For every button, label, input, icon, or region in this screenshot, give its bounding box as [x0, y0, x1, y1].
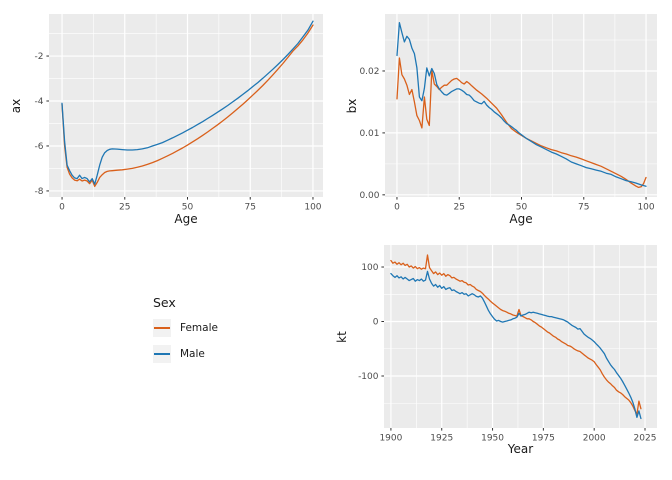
x-tick-label: 50 — [182, 203, 194, 213]
legend-item-label: Female — [180, 322, 218, 334]
legend-items: Female Male — [153, 319, 218, 363]
series-line-male — [396, 22, 647, 187]
series-line-female — [390, 254, 642, 415]
ax-x-axis-title: Age — [174, 212, 198, 226]
legend-item-female: Female — [153, 319, 218, 337]
legend-item-label: Male — [180, 348, 205, 360]
bx-y-axis-title: bx — [345, 98, 359, 114]
x-tick-label: 0 — [59, 203, 65, 213]
chart-panel-bx: 0 25 50 75 100 0.00 0.01 0.02 Age bx — [336, 0, 672, 240]
y-tick-label: 100 — [361, 263, 378, 273]
y-tick-label: -100 — [358, 372, 379, 382]
x-tick-label: 2000 — [583, 434, 606, 444]
y-tick-label: 0.02 — [359, 67, 379, 77]
panel-background — [384, 245, 657, 428]
legend: Sex Female Male — [153, 295, 218, 371]
legend-key-swatch — [153, 319, 171, 337]
kt-plot-svg: 1900 1925 1950 1975 2000 2025 100 0 -100 — [358, 245, 657, 444]
x-tick-label: 25 — [119, 203, 130, 213]
series-line-male — [61, 20, 314, 185]
x-tick-label: 1975 — [532, 434, 555, 444]
x-tick-label: 25 — [454, 203, 465, 213]
panel-background — [49, 14, 323, 197]
legend-key-line — [154, 327, 170, 329]
y-tick-label: -2 — [35, 52, 44, 62]
legend-title: Sex — [153, 295, 176, 310]
chart-panel-ax: 0 25 50 75 100 -2 -4 -6 -8 Age ax — [0, 0, 336, 240]
kt-y-axis-title: kt — [335, 331, 349, 343]
x-tick-label: 75 — [578, 203, 589, 213]
series-line-female — [61, 24, 314, 188]
x-tick-label: 50 — [516, 203, 528, 213]
x-tick-label: 100 — [304, 203, 321, 213]
x-tick-label: 100 — [637, 203, 654, 213]
chart-panel-kt: 1900 1925 1950 1975 2000 2025 100 0 -100 Year kt — [335, 240, 672, 480]
x-tick-label: 0 — [394, 203, 400, 213]
x-tick-label: 1925 — [430, 434, 453, 444]
legend-key-swatch — [153, 345, 171, 363]
bx-x-axis-title: Age — [509, 212, 533, 226]
ax-plot-svg: 0 25 50 75 100 -2 -4 -6 -8 — [35, 14, 323, 213]
y-tick-label: 0.01 — [359, 129, 379, 139]
series-line-female — [396, 57, 647, 189]
legend-item-male: Male — [153, 345, 218, 363]
y-tick-label: -6 — [35, 142, 44, 152]
x-tick-label: 1900 — [379, 434, 402, 444]
ax-y-axis-title: ax — [9, 98, 23, 114]
x-tick-label: 1950 — [481, 434, 504, 444]
y-tick-label: -8 — [35, 187, 44, 197]
y-tick-label: 0.00 — [359, 191, 379, 201]
series-line-male — [390, 270, 642, 420]
y-tick-label: 0 — [373, 318, 379, 328]
y-tick-label: -4 — [35, 97, 44, 107]
x-tick-label: 2025 — [634, 434, 657, 444]
kt-x-axis-title: Year — [507, 442, 534, 456]
bx-plot-svg: 0 25 50 75 100 0.00 0.01 0.02 — [359, 14, 657, 213]
x-tick-label: 75 — [245, 203, 256, 213]
legend-key-line — [154, 353, 170, 355]
